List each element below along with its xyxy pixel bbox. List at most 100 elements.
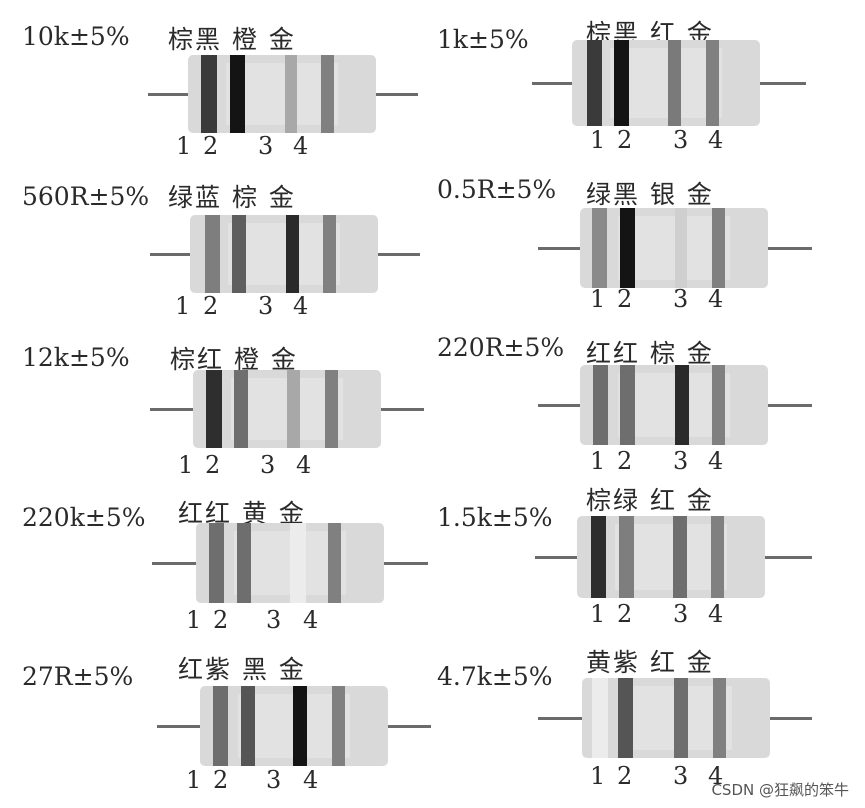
band-number-2: 2 xyxy=(617,126,633,154)
color-band-4 xyxy=(712,365,725,445)
color-band-3 xyxy=(675,208,687,288)
resistance-value-label: 10k±5% xyxy=(22,22,130,51)
resistor-body xyxy=(582,678,770,758)
color-names-label: 绿蓝 棕 金 xyxy=(168,183,296,212)
band-number-2: 2 xyxy=(203,132,219,160)
lead-wire-right xyxy=(376,93,418,96)
color-band-1 xyxy=(593,365,608,445)
color-band-1 xyxy=(201,55,217,133)
color-band-3 xyxy=(293,686,307,766)
color-band-4 xyxy=(713,678,726,758)
resistor-body xyxy=(577,516,765,598)
color-band-3 xyxy=(675,365,689,445)
lead-wire-right xyxy=(765,556,812,559)
lead-wire-right xyxy=(384,562,428,565)
lead-wire-right xyxy=(770,717,812,720)
band-number-2: 2 xyxy=(617,600,633,628)
color-band-2 xyxy=(614,40,629,126)
color-band-2 xyxy=(620,208,635,288)
color-band-1 xyxy=(206,370,222,448)
band-number-3: 3 xyxy=(673,285,689,313)
band-number-1: 1 xyxy=(590,285,606,313)
resistance-value-label: 220k±5% xyxy=(22,503,146,532)
band-number-3: 3 xyxy=(266,606,282,634)
resistor-body-middle xyxy=(618,216,730,280)
resistance-value-label: 27R±5% xyxy=(22,662,134,691)
resistor-body xyxy=(580,208,768,288)
lead-wire-left xyxy=(538,404,580,407)
lead-wire-left xyxy=(538,717,582,720)
lead-wire-right xyxy=(378,253,420,256)
color-band-4 xyxy=(706,40,719,126)
lead-wire-left xyxy=(157,725,200,728)
lead-wire-right xyxy=(768,404,812,407)
color-band-3 xyxy=(673,516,687,598)
color-band-3 xyxy=(285,55,297,133)
resistance-value-label: 220R±5% xyxy=(437,333,565,362)
color-names-label: 黄紫 红 金 xyxy=(586,648,714,677)
color-names-label: 绿黑 银 金 xyxy=(586,180,714,209)
band-number-3: 3 xyxy=(673,762,689,790)
resistance-value-label: 1.5k±5% xyxy=(437,503,553,532)
color-band-1 xyxy=(213,686,228,766)
color-names-label: 棕黑 橙 金 xyxy=(168,25,296,54)
color-band-2 xyxy=(234,370,248,448)
color-band-1 xyxy=(209,523,224,603)
band-number-1: 1 xyxy=(186,766,202,794)
band-number-1: 1 xyxy=(590,600,606,628)
lead-wire-left xyxy=(152,562,196,565)
color-names-label: 红红 棕 金 xyxy=(586,339,714,368)
band-number-3: 3 xyxy=(673,600,689,628)
color-band-4 xyxy=(321,55,334,133)
resistor-body xyxy=(572,40,760,126)
lead-wire-right xyxy=(760,82,806,85)
band-number-2: 2 xyxy=(213,606,229,634)
color-band-2 xyxy=(620,365,635,445)
band-number-2: 2 xyxy=(213,766,229,794)
resistor-body xyxy=(580,365,768,445)
lead-wire-left xyxy=(532,82,572,85)
band-number-2: 2 xyxy=(205,451,221,479)
color-band-2 xyxy=(618,678,633,758)
band-number-2: 2 xyxy=(617,285,633,313)
lead-wire-right xyxy=(381,408,424,411)
band-number-4: 4 xyxy=(708,126,724,154)
color-band-1 xyxy=(591,516,606,598)
watermark: CSDN @狂飙的笨牛 xyxy=(711,781,849,799)
color-band-3 xyxy=(668,40,681,126)
color-band-1 xyxy=(587,40,602,126)
resistor-body xyxy=(200,686,388,766)
resistor-body xyxy=(190,215,378,293)
resistance-value-label: 4.7k±5% xyxy=(437,662,553,691)
band-number-3: 3 xyxy=(258,132,274,160)
color-band-1 xyxy=(592,208,607,288)
resistance-value-label: 0.5R±5% xyxy=(437,175,557,204)
color-band-2 xyxy=(241,686,255,766)
band-number-3: 3 xyxy=(673,126,689,154)
band-number-4: 4 xyxy=(293,292,309,320)
color-band-1 xyxy=(592,678,608,758)
band-number-1: 1 xyxy=(590,126,606,154)
band-number-4: 4 xyxy=(708,762,724,790)
band-number-2: 2 xyxy=(617,762,633,790)
band-number-1: 1 xyxy=(186,606,202,634)
band-number-3: 3 xyxy=(258,292,274,320)
band-number-3: 3 xyxy=(266,766,282,794)
color-band-4 xyxy=(328,523,341,603)
resistor-body xyxy=(193,370,381,448)
band-number-4: 4 xyxy=(708,285,724,313)
lead-wire-left xyxy=(538,247,580,250)
band-number-3: 3 xyxy=(673,447,689,475)
band-number-1: 1 xyxy=(590,447,606,475)
band-number-4: 4 xyxy=(303,606,319,634)
color-band-2 xyxy=(230,55,245,133)
color-band-4 xyxy=(712,208,725,288)
color-names-label: 棕红 橙 金 xyxy=(170,345,298,374)
resistance-value-label: 12k±5% xyxy=(22,343,130,372)
lead-wire-left xyxy=(150,408,193,411)
color-band-2 xyxy=(619,516,634,598)
color-names-label: 棕绿 红 金 xyxy=(586,486,714,515)
color-names-label: 红紫 黑 金 xyxy=(178,655,306,684)
band-number-3: 3 xyxy=(260,451,276,479)
band-number-4: 4 xyxy=(303,766,319,794)
